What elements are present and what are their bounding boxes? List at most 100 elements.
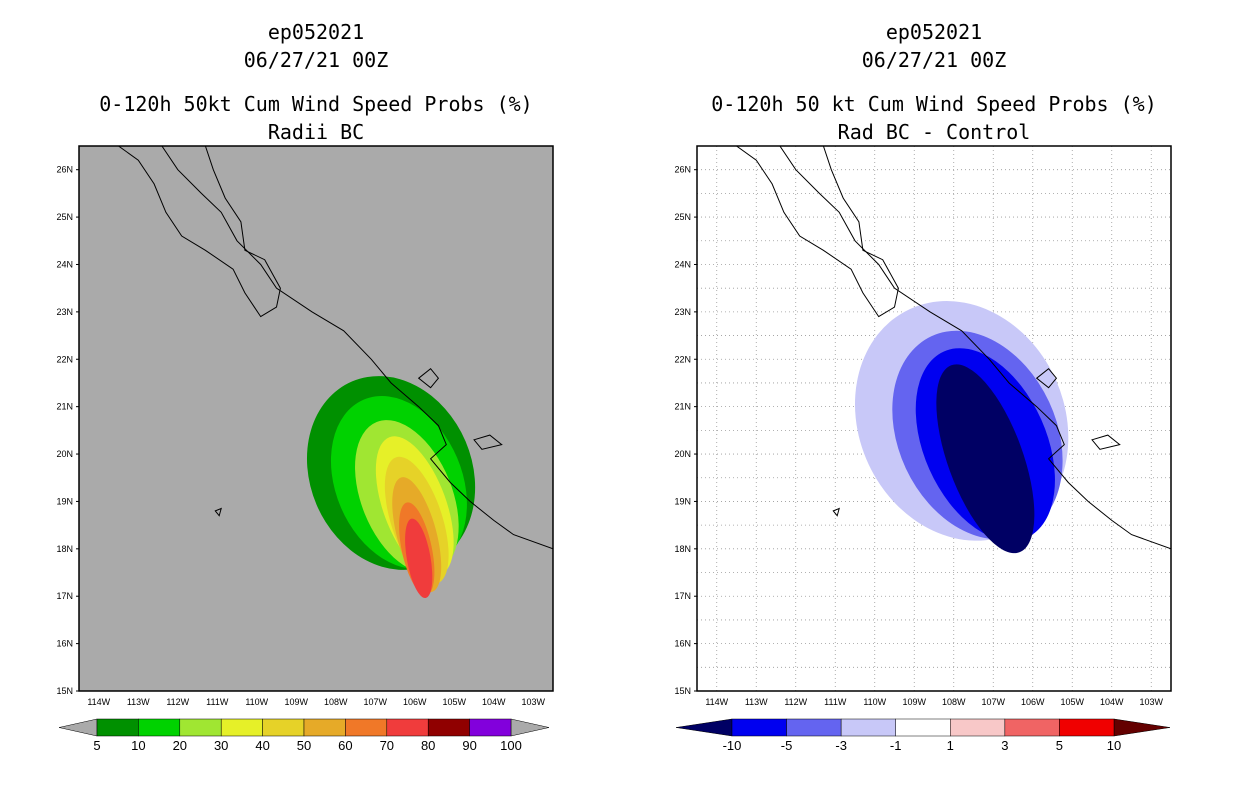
chart-panel-1: 114W 113W 112W 111W 110W 109W 108W 107W 106W 105W… — [674, 145, 1172, 753]
x-tick-label: 113W — [745, 697, 768, 707]
y-tick-label: 15N — [56, 686, 73, 696]
x-tick-label: 110W — [245, 697, 268, 707]
colorbar-label: -1 — [890, 738, 902, 753]
colorbar-label: 90 — [462, 738, 476, 753]
y-tick-label: 21N — [674, 402, 691, 412]
island-outline — [832, 507, 840, 517]
x-tick-label: 105W — [442, 697, 466, 707]
y-tick-label: 25N — [56, 212, 73, 222]
plot-frame — [78, 145, 554, 692]
colorbar-label: -10 — [723, 738, 742, 753]
right-title-product: 0-120h 50 kt Cum Wind Speed Probs (%) — [711, 92, 1157, 116]
left-title-storm: ep052021 — [267, 20, 365, 44]
colorbar-swatch — [895, 718, 951, 737]
y-tick-label: 21N — [56, 402, 73, 412]
island-outline — [473, 434, 503, 450]
plot-area — [118, 146, 553, 599]
x-tick-label: 113W — [127, 697, 150, 707]
colorbar-swatch — [731, 718, 787, 737]
y-tick-label: 19N — [674, 496, 691, 506]
x-tick-label: 111W — [824, 697, 847, 707]
colorbar-label: -3 — [835, 738, 847, 753]
colorbar-swatch — [427, 718, 470, 737]
left-title-sub: Radii BC — [267, 120, 365, 144]
colorbar-label: 5 — [93, 738, 100, 753]
y-tick-label: 15N — [674, 686, 691, 696]
x-tick-label: 108W — [942, 697, 966, 707]
colorbar-label: 50 — [297, 738, 311, 753]
coastline-mainland — [161, 146, 553, 550]
x-tick-label: 112W — [166, 697, 189, 707]
y-tick-label: 20N — [674, 449, 691, 459]
island-outline — [1091, 434, 1121, 450]
colorbar-swatch — [1059, 718, 1115, 737]
coastline-baja — [118, 146, 281, 318]
left-title-product: 0-120h 50kt Cum Wind Speed Probs (%) — [99, 92, 533, 116]
x-tick-label: 107W — [363, 697, 387, 707]
y-tick-label: 16N — [56, 639, 73, 649]
plot-frame — [696, 145, 1172, 692]
colorbar-swatch — [345, 718, 388, 737]
y-tick-label: 18N — [674, 544, 691, 554]
y-tick-label: 25N — [674, 212, 691, 222]
x-tick-label: 107W — [981, 697, 1005, 707]
y-tick-label: 23N — [674, 307, 691, 317]
x-tick-label: 104W — [482, 697, 506, 707]
colorbar-swatch — [840, 718, 896, 737]
x-tick-label: 110W — [863, 697, 886, 707]
colorbar-label: 5 — [1056, 738, 1063, 753]
colorbar-arrow-right — [510, 718, 550, 737]
colorbar: 5 10 20 30 40 50 60 70 80 90 100 — [58, 718, 550, 753]
colorbar-swatch — [262, 718, 305, 737]
colorbar-label: 80 — [421, 738, 435, 753]
y-tick-label: 24N — [56, 259, 73, 269]
colorbar-arrow-right — [1113, 718, 1171, 737]
y-tick-label: 22N — [56, 354, 73, 364]
colorbar-label: 20 — [173, 738, 187, 753]
y-tick-label: 17N — [674, 591, 691, 601]
left-title-date: 06/27/21 00Z — [243, 48, 389, 72]
colorbar-label: 60 — [338, 738, 352, 753]
coastline-mainland — [779, 146, 1171, 550]
y-tick-label: 17N — [56, 591, 73, 601]
x-tick-label: 104W — [1100, 697, 1124, 707]
colorbar-swatch — [950, 718, 1006, 737]
colorbar-swatch — [220, 718, 263, 737]
colorbar-label: 10 — [131, 738, 145, 753]
colorbar-label: 30 — [214, 738, 228, 753]
colorbar-swatch — [386, 718, 429, 737]
plot-area — [697, 146, 1171, 691]
x-tick-label: 109W — [284, 697, 308, 707]
colorbar-label: 100 — [500, 738, 522, 753]
y-tick-label: 22N — [674, 354, 691, 364]
chart-panel-0: 114W 113W 112W 111W 110W 109W 108W 107W 106W 105W… — [56, 145, 554, 753]
colorbar-label: 3 — [1001, 738, 1008, 753]
colorbar-swatch — [138, 718, 181, 737]
x-tick-label: 106W — [1021, 697, 1045, 707]
colorbar-label: 70 — [380, 738, 394, 753]
colorbar-swatch — [1004, 718, 1060, 737]
y-tick-label: 24N — [674, 259, 691, 269]
colorbar-swatch — [303, 718, 346, 737]
island-outline — [1035, 368, 1058, 389]
y-tick-label: 18N — [56, 544, 73, 554]
y-tick-label: 26N — [674, 165, 691, 175]
colorbar-arrow-left — [58, 718, 98, 737]
right-title-date: 06/27/21 00Z — [861, 48, 1007, 72]
y-tick-label: 19N — [56, 496, 73, 506]
colorbar-label: 10 — [1107, 738, 1121, 753]
coastline-baja — [736, 146, 899, 318]
x-tick-label: 103W — [521, 697, 545, 707]
x-tick-label: 109W — [902, 697, 926, 707]
x-tick-label: 108W — [324, 697, 348, 707]
colorbar-arrow-left — [675, 718, 733, 737]
x-tick-label: 106W — [403, 697, 427, 707]
x-tick-label: 114W — [87, 697, 110, 707]
y-tick-label: 26N — [56, 165, 73, 175]
colorbar-swatch — [96, 718, 139, 737]
colorbar-swatch — [786, 718, 842, 737]
colorbar-swatch — [179, 718, 222, 737]
x-tick-label: 111W — [206, 697, 229, 707]
colorbar-label: 40 — [255, 738, 269, 753]
